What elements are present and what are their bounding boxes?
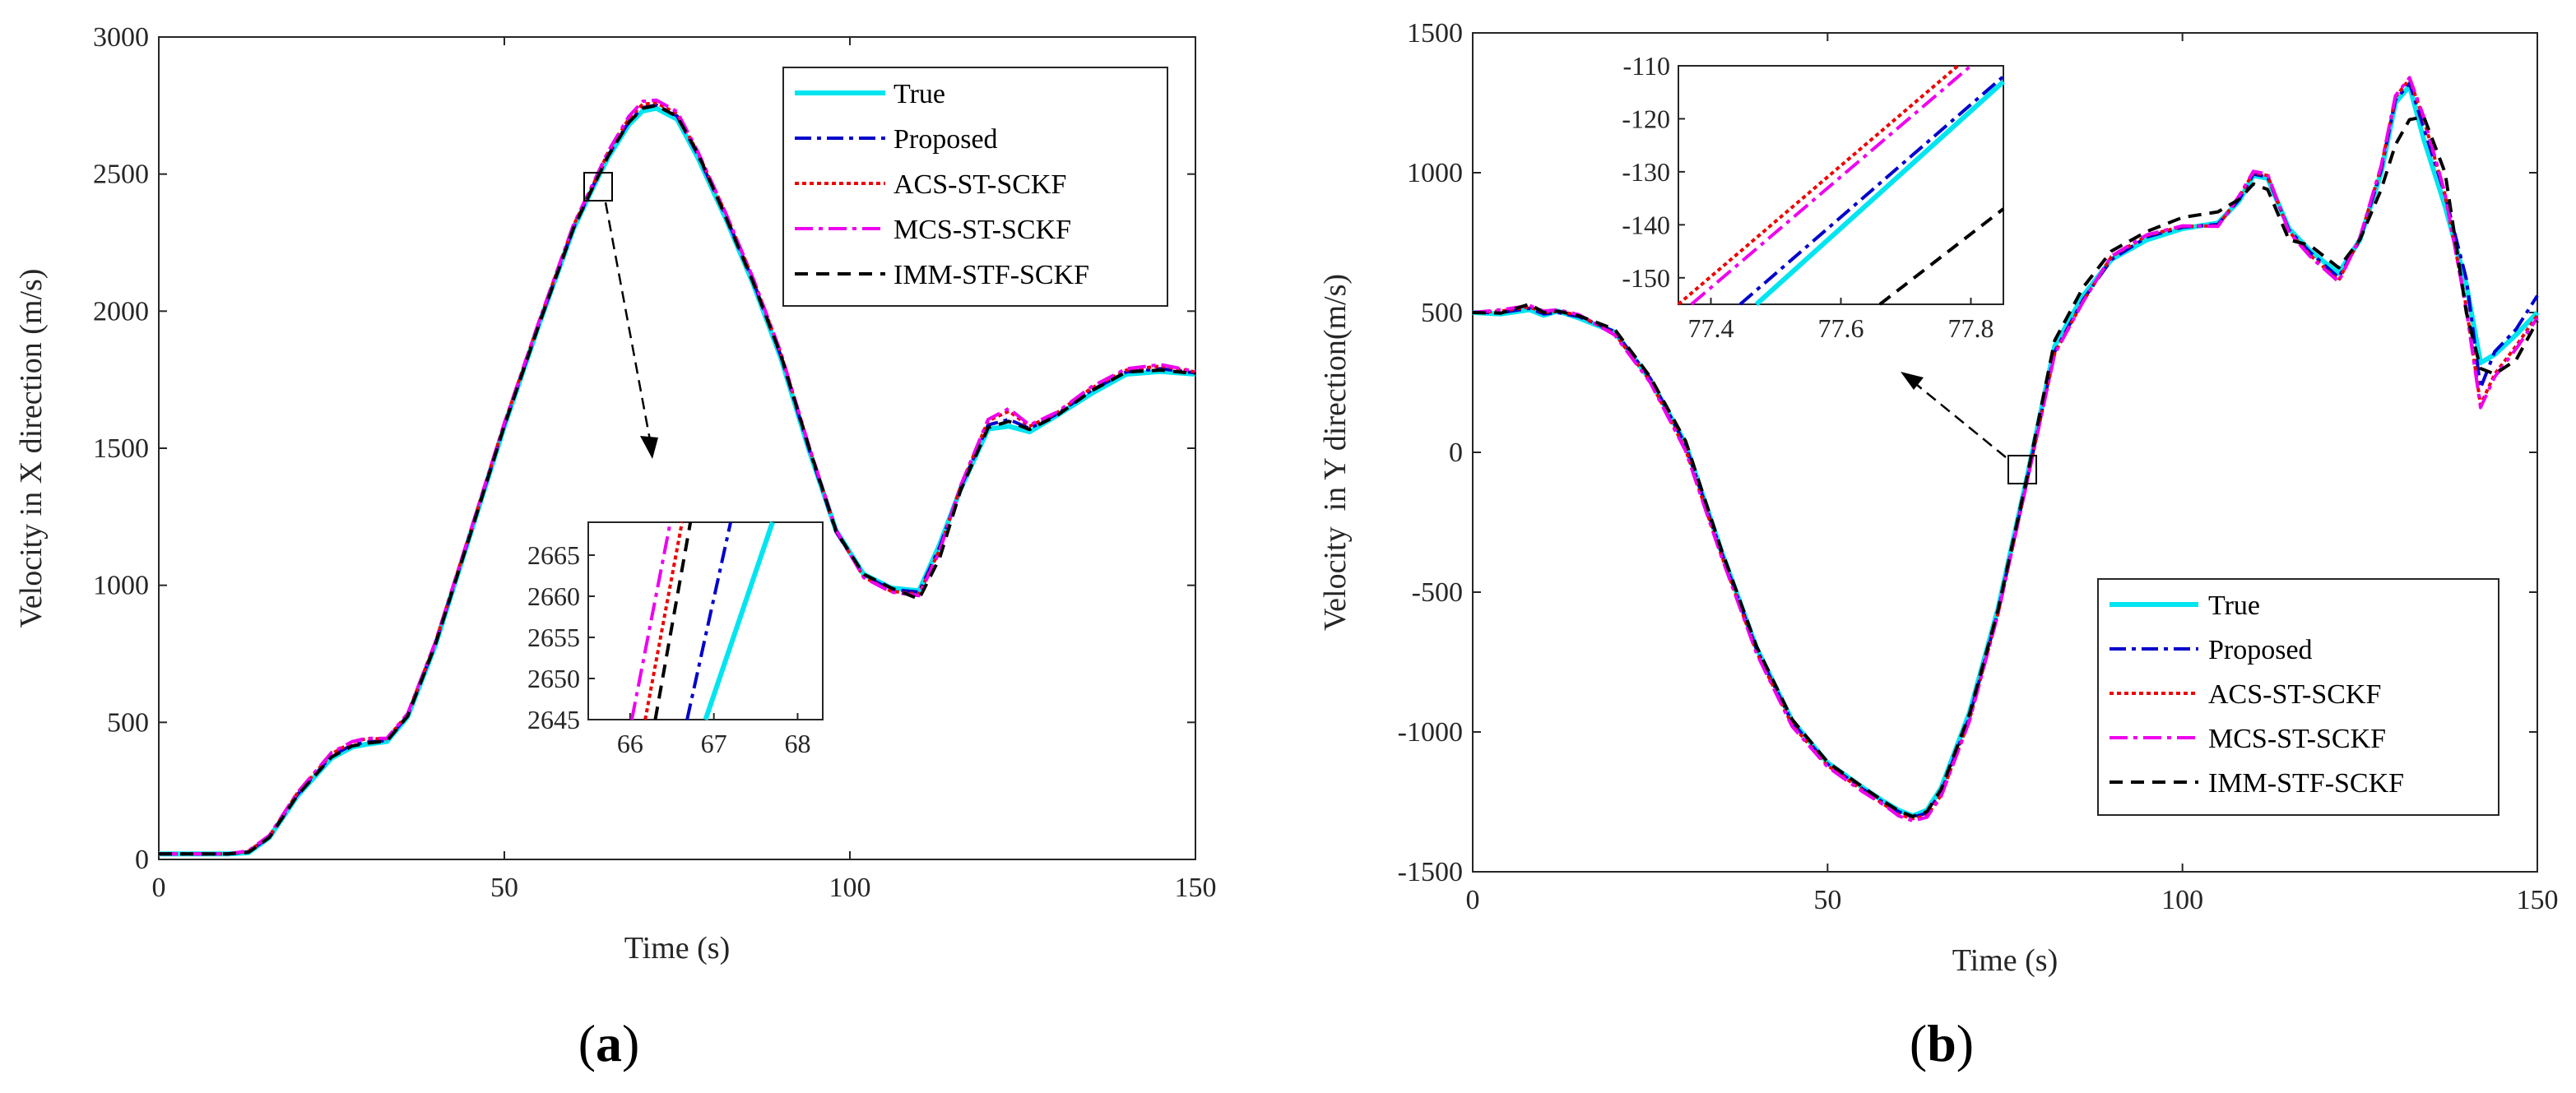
panel-b-label: (b): [1910, 1014, 1974, 1072]
panel-b-zoom-marker: [2007, 455, 2037, 484]
panel-a-ytick-label: 1000: [93, 571, 149, 601]
panel-a-inset-line-acs: [643, 521, 684, 720]
panel-b-zoom-arrow: [1916, 384, 2007, 458]
panel-a-line-true: [159, 105, 1196, 857]
panel-b-inset: 77.4 77.6 77.8 -110 -120 -130 -140 -150: [1622, 51, 2006, 343]
panel-b-y-axis-label: Velocity in Y direction(m/s): [1318, 274, 1353, 631]
panel-a-line-mcs: [159, 98, 1196, 856]
legend-b-mcs-label: MCS-ST-SCKF: [2208, 724, 2386, 754]
panel-a-letter: a: [596, 1014, 622, 1072]
panel-a-ytick-label: 0: [135, 845, 149, 875]
panel-a-inset-ticks: 66 67 68 2645 2650 2655 2660 2665: [527, 540, 810, 758]
panel-a-inset-ytick-label: 2665: [527, 540, 580, 570]
legend-a-mcs-label: MCS-ST-SCKF: [893, 215, 1071, 245]
panel-b-x-axis-label: Time (s): [1952, 943, 2058, 978]
panel-b-ytick-label: 0: [1449, 438, 1463, 468]
panel-a-inset-ytick-label: 2650: [527, 664, 580, 693]
panel-a-legend-box: [782, 67, 1168, 307]
panel-a-inset-line-proposed: [685, 521, 732, 720]
panel-b-xtick-label: 150: [2517, 885, 2559, 915]
panel-b-xtick-label: 100: [2161, 885, 2203, 915]
panel-b-series: [1472, 76, 2540, 823]
panel-a-xtick-label: 0: [152, 873, 166, 903]
panel-a-zoom-arrow: [604, 201, 652, 441]
panel-b-inset-line-mcs: [1690, 64, 1972, 306]
panel-b-inset-ytick-label: -120: [1622, 104, 1670, 133]
panel-b-ytick-label: 1000: [1407, 158, 1463, 188]
panel-a-inset-frame: [587, 521, 824, 720]
panel-a-xtick-label: 150: [1175, 873, 1217, 903]
panel-b-legend: True Proposed ACS-ST-SCKF MCS-ST-SCKF IM…: [2097, 578, 2499, 816]
panel-a-inset-line-imm: [653, 521, 693, 720]
panel-b-zoom-arrowhead: [1901, 372, 1924, 390]
panel-b-legend-box: [2097, 578, 2499, 816]
panel-b-inset-series: [1677, 64, 2006, 307]
panel-b-inset-ticks: 77.4 77.6 77.8 -110 -120 -130 -140 -150: [1622, 51, 1993, 343]
panel-b-inset-ytick-label: -150: [1622, 263, 1670, 293]
panel-a-xtick-label: 100: [829, 873, 871, 903]
panel-a-inset-ytick-label: 2655: [527, 623, 580, 652]
legend-a-acs-label: ACS-ST-SCKF: [893, 169, 1066, 200]
panel-b-inset-xtick-label: 77.4: [1688, 313, 1734, 343]
panel-b-inset-ytick-label: -140: [1622, 210, 1670, 239]
panel-a-inset-xtick-label: 66: [617, 729, 643, 758]
panel-a-zoom-arrowhead: [640, 436, 658, 459]
panel-b-ytick-label: 1500: [1407, 18, 1463, 49]
panel-b-xtick-label: 0: [1466, 885, 1480, 915]
panel-b-inset-ytick-label: -130: [1622, 157, 1670, 187]
panel-a-inset-xtick-label: 68: [784, 729, 810, 758]
panel-a-inset-ytick-label: 2645: [527, 705, 580, 734]
panel-a-ytick-label: 3000: [93, 22, 149, 53]
panel-a-legend: True Proposed ACS-ST-SCKF MCS-ST-SCKF IM…: [782, 67, 1168, 307]
legend-b-proposed-label: Proposed: [2208, 635, 2313, 665]
panel-a-x-axis-label: Time (s): [624, 931, 730, 966]
panel-b-chart: 0 50 100 150 -1500 -1000 -500 0 500 1000 1500 77.4…: [1318, 18, 2559, 1072]
panel-a-inset-ytick-label: 2660: [527, 581, 580, 611]
legend-b-acs-label: ACS-ST-SCKF: [2208, 679, 2381, 710]
panel-b-ytick-label: -1000: [1398, 717, 1463, 748]
panel-a-series: [159, 98, 1196, 857]
legend-a-true-label: True: [893, 79, 945, 109]
legend-b-imm-label: IMM-STF-SCKF: [2208, 768, 2404, 799]
panel-b-letter: b: [1927, 1014, 1956, 1072]
panel-a-ytick-label: 1500: [93, 433, 149, 464]
panel-a-inset-series: [629, 521, 775, 720]
panel-b-ytick-label: 500: [1421, 298, 1463, 328]
panel-b-ytick-label: -500: [1412, 577, 1463, 608]
panel-b-inset-ytick-label: -110: [1623, 51, 1670, 81]
panel-b-inset-line-true: [1754, 80, 2006, 307]
panel-b-inset-xtick-label: 77.6: [1818, 313, 1864, 343]
panel-a-zoom-marker: [583, 172, 613, 201]
panel-b-line-imm: [1472, 115, 2539, 818]
panel-a-line-proposed: [159, 103, 1196, 856]
panel-b-xtick-label: 50: [1813, 885, 1841, 915]
panel-a-inset: 66 67 68 2645 2650 2655 2660 2665: [527, 521, 824, 758]
panel-b-inset-frame: [1678, 65, 2004, 305]
panel-b-inset-line-acs: [1677, 64, 1959, 306]
panel-b-ytick-label: -1500: [1398, 857, 1463, 887]
panel-a-inset-line-true: [703, 521, 775, 720]
panel-b-inset-line-imm: [1878, 207, 2005, 306]
panel-b-axis-ticks: 0 50 100 150 -1500 -1000 -500 0 500 1000 1500: [1398, 18, 2559, 915]
legend-a-imm-label: IMM-STF-SCKF: [893, 260, 1089, 290]
panel-a-ytick-label: 500: [107, 707, 149, 738]
panel-a-ytick-label: 2500: [93, 160, 149, 190]
legend-b-true-label: True: [2208, 590, 2260, 621]
panel-a-label: (a): [578, 1014, 640, 1072]
panel-a-y-axis-label: Velocity in X direction (m/s): [14, 269, 49, 628]
panel-b-inset-line-proposed: [1738, 75, 2005, 306]
legend-a-proposed-label: Proposed: [893, 124, 998, 155]
panel-a-xtick-label: 50: [490, 873, 518, 903]
panel-a-ytick-label: 2000: [93, 296, 149, 327]
panel-a-inset-xtick-label: 67: [701, 729, 727, 758]
panel-b-inset-xtick-label: 77.8: [1948, 313, 1994, 343]
